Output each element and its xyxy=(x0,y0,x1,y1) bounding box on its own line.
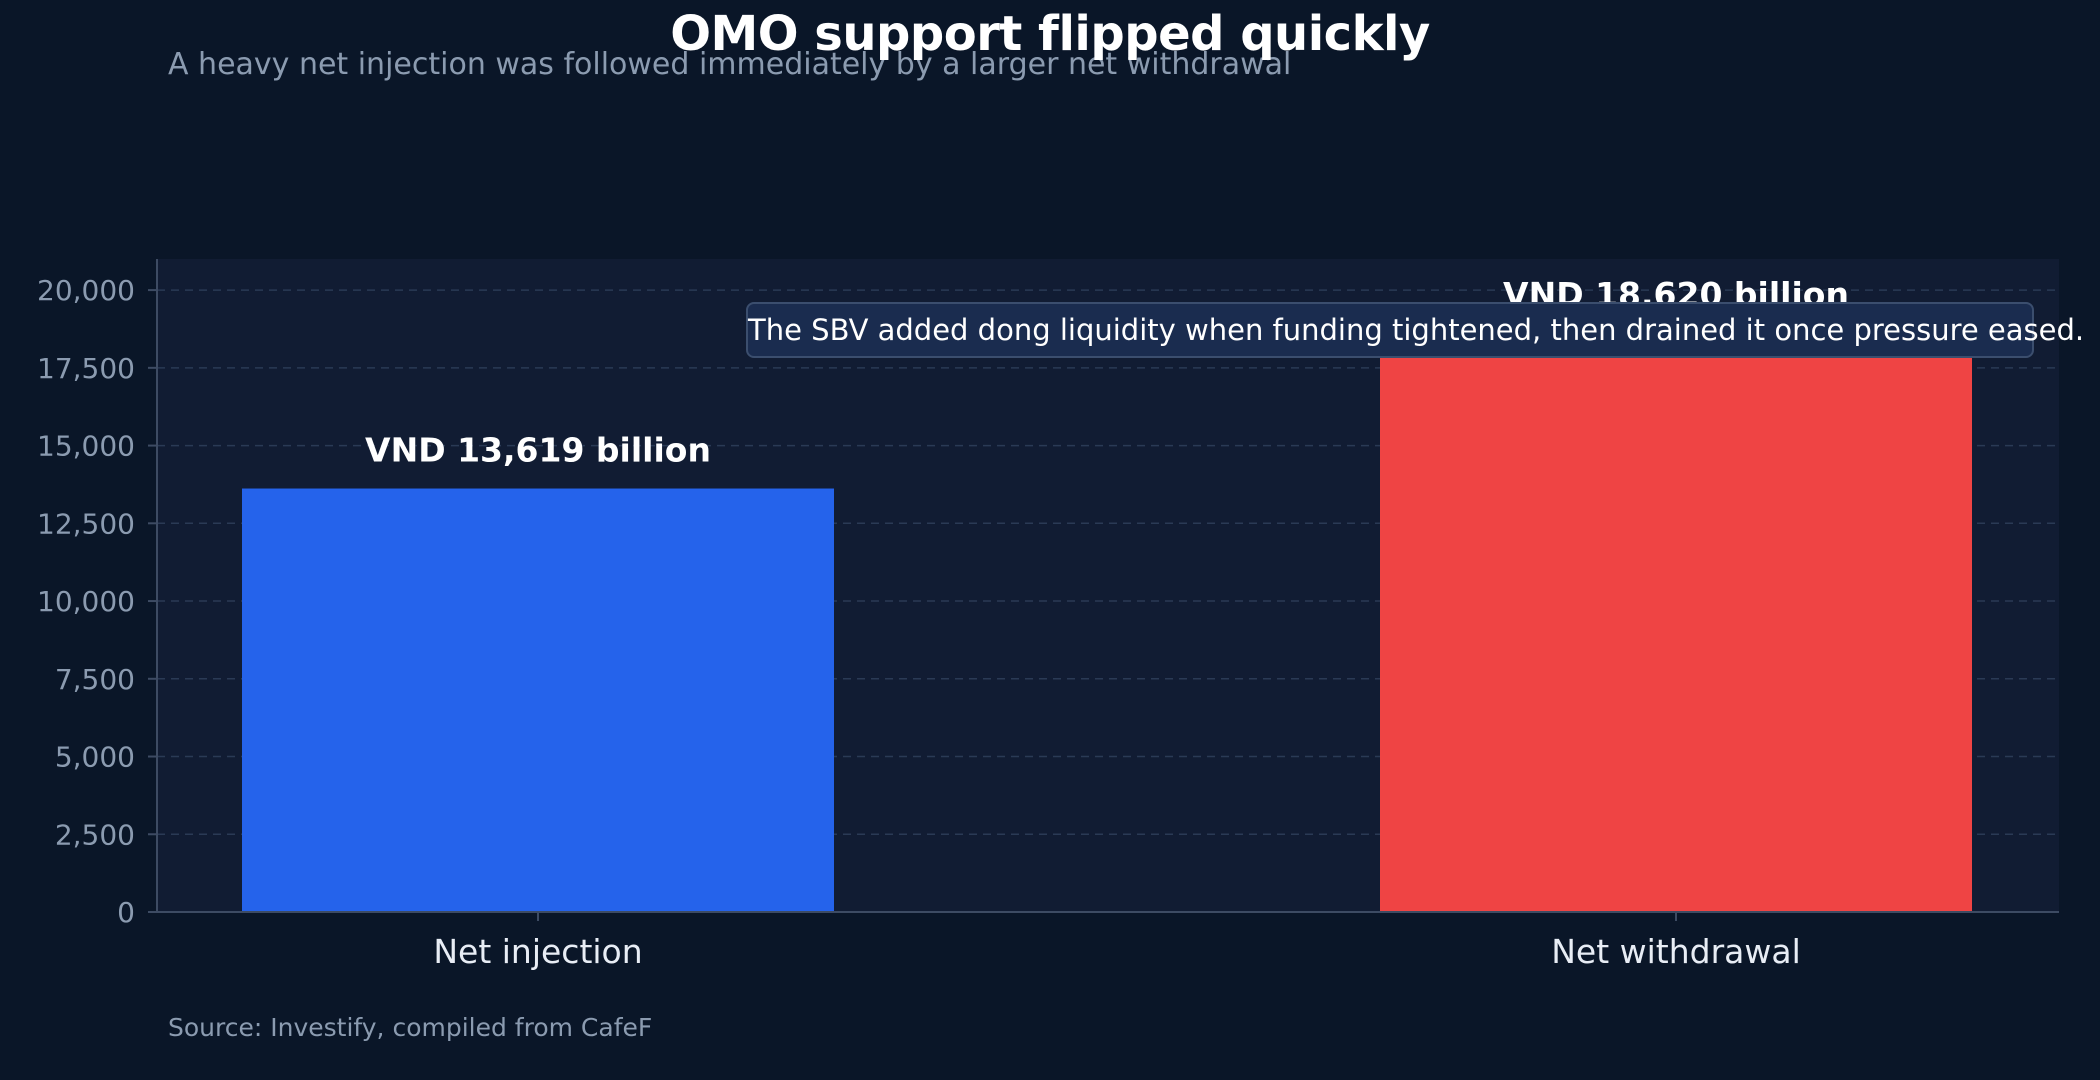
data-label: VND 13,619 billion xyxy=(365,431,711,470)
axes: 0 2,500 5,000 7,500 10,000 12,500 15,000 17,500… xyxy=(37,259,2059,971)
y-tick-label: 0 xyxy=(117,896,135,929)
y-tick-label: 20,000 xyxy=(37,274,135,307)
x-category-label: Net injection xyxy=(433,932,642,971)
y-tick-label: 5,000 xyxy=(55,741,135,774)
y-tick-label: 7,500 xyxy=(55,663,135,696)
y-tick-label: 2,500 xyxy=(55,818,135,851)
y-tick-label: 17,500 xyxy=(37,352,135,385)
chart-subtitle: A heavy net injection was followed immed… xyxy=(168,47,1292,82)
source-note: Source: Investify, compiled from CafeF xyxy=(168,1013,653,1042)
bars xyxy=(242,333,1972,912)
bar-net-withdrawal xyxy=(1380,333,1972,912)
bar-net-injection xyxy=(242,488,834,912)
x-category-label: Net withdrawal xyxy=(1551,932,1801,971)
annotation-callout: The SBV added dong liquidity when fundin… xyxy=(746,302,2084,358)
y-tick-label: 10,000 xyxy=(37,585,135,618)
chart-title: OMO support flipped quickly xyxy=(670,6,1430,62)
y-tick-label: 15,000 xyxy=(37,430,135,463)
y-tick-label: 12,500 xyxy=(37,507,135,540)
